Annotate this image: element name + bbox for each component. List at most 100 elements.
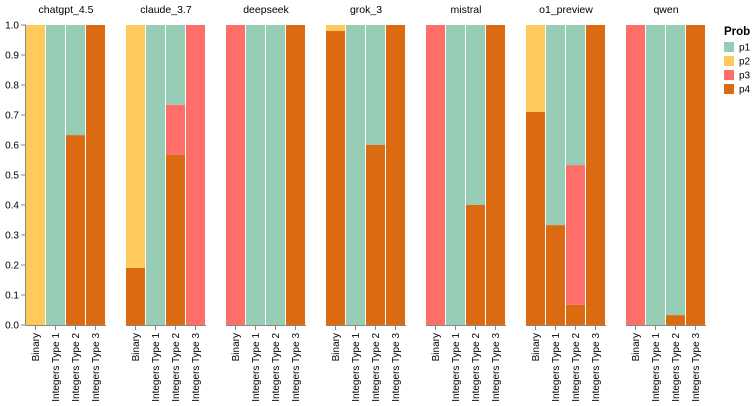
x-tick-label: Integers Type 3 [191,333,202,402]
y-tick-label: 0.5 [5,171,19,182]
y-tick-label: 0.7 [5,111,19,122]
x-tick-label: Integers Type 1 [551,333,562,402]
x-tick-label: Integers Type 3 [291,333,302,402]
bar-segment-p1 [166,25,185,105]
legend-label-p4: p4 [739,85,751,96]
x-tick-label: Integers Type 3 [91,333,102,402]
bar-segment-p3 [166,104,185,155]
legend-title: Prob [724,26,750,38]
bar-segment-p2 [26,25,45,325]
bar-segment-p1 [46,25,65,325]
facet-title: grok_3 [350,4,382,16]
bar-segment-p4 [546,225,565,325]
x-tick-label: Integers Type 1 [651,333,662,402]
y-tick-label: 0.8 [5,81,19,92]
y-tick-label: 0.9 [5,51,19,62]
x-tick-label: Integers Type 2 [471,333,482,402]
bar-segment-p1 [466,25,485,205]
legend-swatch-p3 [724,70,734,80]
x-tick-label: Binary [231,333,242,361]
bar-segment-p2 [126,25,145,268]
x-tick-label: Integers Type 1 [451,333,462,402]
bar-segment-p4 [526,112,545,325]
y-tick-label: 0.4 [5,201,19,212]
facet-grok_3: grok_3 Binary Integers Type 1 Integers Type… [326,4,406,402]
bar-segment-p1 [646,25,665,325]
bar-segment-p1 [146,25,165,325]
x-tick-label: Integers Type 2 [371,333,382,402]
x-tick-label: Integers Type 2 [271,333,282,402]
x-tick-label: Integers Type 3 [391,333,402,402]
facet-title: chatgpt_4.5 [39,4,94,16]
y-tick-label: 0.0 [5,321,19,332]
x-tick-label: Integers Type 2 [571,333,582,402]
x-tick-label: Binary [531,333,542,361]
facet-deepseek: deepseek Binary Integers Type 1 Integers Ty… [226,4,306,402]
bar-segment-p1 [666,25,685,316]
x-tick-label: Integers Type 1 [251,333,262,402]
y-tick-label: 1.0 [5,21,19,32]
x-tick-label: Integers Type 1 [351,333,362,402]
bar-segment-p1 [266,25,285,325]
bar-segment-p4 [666,315,685,325]
bar-segment-p3 [186,25,205,325]
bar-segment-p4 [486,25,505,325]
x-tick-label: Integers Type 3 [591,333,602,402]
y-tick-label: 0.2 [5,261,19,272]
facet-qwen: qwen Binary Integers Type 1 Integers Type 2… [626,4,706,402]
bar-segment-p1 [566,25,585,166]
x-tick-label: Integers Type 1 [151,333,162,402]
bar-segment-p4 [286,25,305,325]
x-tick-label: Integers Type 3 [491,333,502,402]
bar-segment-p4 [466,205,485,325]
bar-segment-p1 [446,25,465,325]
bar-segment-p4 [86,25,105,325]
facet-chatgpt_4.5: chatgpt_4.5 Binary Integers Type 1 Integers… [26,4,106,402]
bar-segment-p4 [166,154,185,325]
x-tick-label: Integers Type 1 [51,333,62,402]
x-tick-label: Binary [31,333,42,361]
bar-segment-p3 [226,25,245,325]
legend-label-p1: p1 [739,43,751,54]
x-tick-label: Binary [331,333,342,361]
bar-segment-p4 [326,31,345,325]
bar-segment-p1 [346,25,365,325]
facet-title: qwen [653,4,678,16]
bar-segment-p4 [126,268,145,325]
facet-title: deepseek [243,4,289,16]
legend: Prob p1 p2 p3 p4 [724,26,751,96]
bar-segment-p2 [326,25,345,31]
y-tick-label: 0.6 [5,141,19,152]
bar-segment-p4 [366,145,385,325]
x-tick-label: Binary [131,333,142,361]
bar-segment-p1 [546,25,565,226]
x-tick-label: Integers Type 2 [71,333,82,402]
bar-segment-p2 [526,25,545,112]
bar-segment-p1 [246,25,265,325]
facet-mistral: mistral Binary Integers Type 1 Integers Typ… [426,4,506,402]
y-tick-label: 0.3 [5,231,19,242]
legend-label-p3: p3 [739,71,751,82]
facet-claude_3.7: claude_3.7 Binary Integers Type 1 Integers … [126,4,206,402]
x-tick-label: Integers Type 2 [671,333,682,402]
facet-title: o1_preview [539,4,593,16]
bar-segment-p4 [66,135,85,325]
bar-segment-p3 [626,25,645,325]
y-axis: 0.0 0.1 0.2 0.3 0.4 0.5 0.6 0.7 0.8 0.9 1.0 [5,21,26,332]
legend-label-p2: p2 [739,57,751,68]
bar-segment-p4 [686,25,705,325]
x-tick-label: Binary [631,333,642,361]
facets: chatgpt_4.5 Binary Integers Type 1 Integers… [26,4,706,402]
bar-segment-p4 [586,25,605,325]
facet-o1_preview: o1_preview Binary Integers Type 1 Integers … [526,4,606,402]
x-tick-label: Integers Type 3 [691,333,702,402]
legend-swatch-p1 [724,42,734,52]
bar-segment-p4 [566,304,585,325]
bar-segment-p1 [66,25,85,136]
facet-title: mistral [451,4,482,16]
facet-title: claude_3.7 [140,4,192,16]
x-tick-label: Binary [431,333,442,361]
bar-segment-p1 [366,25,385,145]
bar-segment-p4 [386,25,405,325]
